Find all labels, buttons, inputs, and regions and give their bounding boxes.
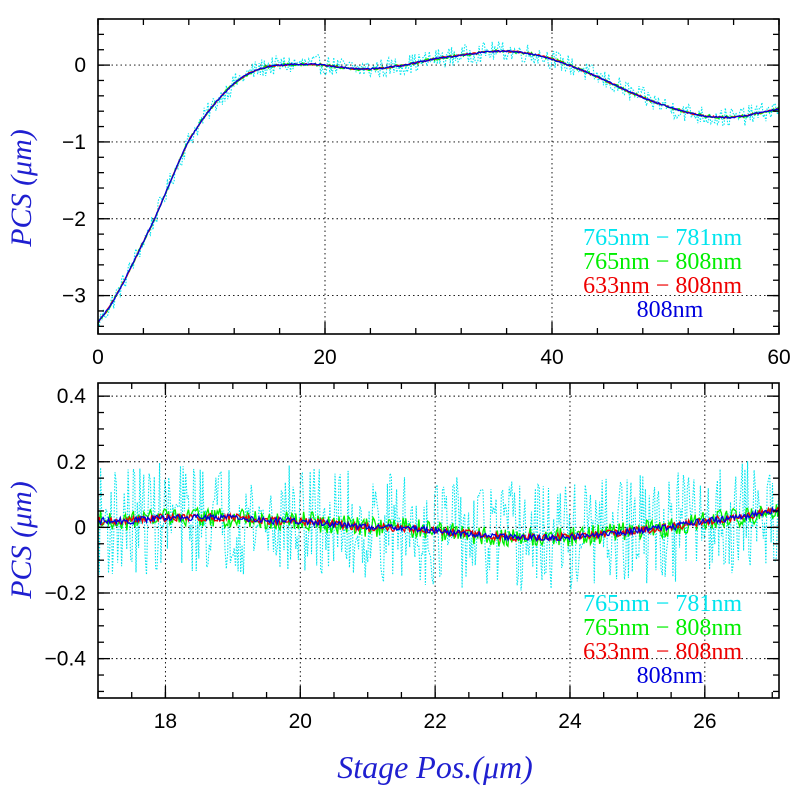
top-ylabel: PCS (μm) bbox=[5, 129, 38, 248]
top-ytick-label: −2 bbox=[62, 208, 86, 231]
bottom-legend-entry-2: 765nm − 808nm bbox=[583, 615, 742, 641]
top-ticks: 0 20 40 60 −3 −2 −1 0 bbox=[62, 18, 791, 369]
top-xtick-label: 20 bbox=[313, 346, 336, 369]
top-ytick-label: −3 bbox=[62, 285, 86, 308]
bottom-ticks: 18 20 22 24 26 −0.4 −0.2 0 0.2 0.4 bbox=[45, 383, 779, 733]
bottom-xtick-label: 22 bbox=[423, 710, 446, 733]
top-legend-entry-3: 633nm − 808nm bbox=[583, 273, 742, 299]
bottom-ytick-label: 0.2 bbox=[57, 451, 86, 474]
bottom-xtick-label: 24 bbox=[558, 710, 582, 733]
top-plot-frame bbox=[97, 18, 780, 335]
bottom-xtick-label: 20 bbox=[289, 710, 312, 733]
bottom-series-group bbox=[98, 461, 779, 591]
bottom-ytick-label: −0.2 bbox=[45, 582, 86, 605]
bottom-ytick-label: 0.4 bbox=[57, 385, 87, 408]
top-xtick-label: 60 bbox=[767, 346, 790, 369]
top-series-line-4 bbox=[98, 49, 779, 323]
bottom-series-line-1 bbox=[98, 461, 779, 591]
bottom-ytick-label: 0 bbox=[74, 516, 86, 539]
top-series-line-1 bbox=[98, 41, 779, 327]
bottom-ylabel: PCS (μm) bbox=[5, 481, 38, 600]
top-ytick-label: −1 bbox=[62, 131, 86, 154]
top-series-group bbox=[98, 41, 779, 327]
bottom-legend-entry-1: 765nm − 781nm bbox=[583, 591, 742, 617]
top-legend-entry-1: 765nm − 781nm bbox=[583, 225, 742, 251]
bottom-xtick-label: 26 bbox=[693, 710, 716, 733]
bottom-panel: 18 20 22 24 26 −0.4 −0.2 0 0.2 0.4 PCS (μm) Stage… bbox=[5, 382, 780, 785]
top-legend-entry-4: 808nm bbox=[637, 297, 704, 323]
top-legend-entry-2: 765nm − 808nm bbox=[583, 249, 742, 275]
bottom-legend-entry-3: 633nm − 808nm bbox=[583, 639, 742, 665]
bottom-plot-frame bbox=[97, 382, 780, 699]
bottom-legend-entry-4: 808nm bbox=[637, 663, 704, 689]
bottom-ytick-label: −0.4 bbox=[45, 648, 87, 671]
top-panel: 0 20 40 60 −3 −2 −1 0 PCS (μm) 765nm − 781nm765… bbox=[5, 18, 791, 369]
bottom-xtick-label: 18 bbox=[154, 710, 177, 733]
bottom-series-line-4 bbox=[98, 506, 779, 543]
top-xtick-label: 0 bbox=[92, 346, 104, 369]
bottom-xlabel: Stage Pos.(μm) bbox=[337, 749, 533, 785]
top-ytick-label: 0 bbox=[74, 54, 86, 77]
top-xtick-label: 40 bbox=[540, 346, 563, 369]
